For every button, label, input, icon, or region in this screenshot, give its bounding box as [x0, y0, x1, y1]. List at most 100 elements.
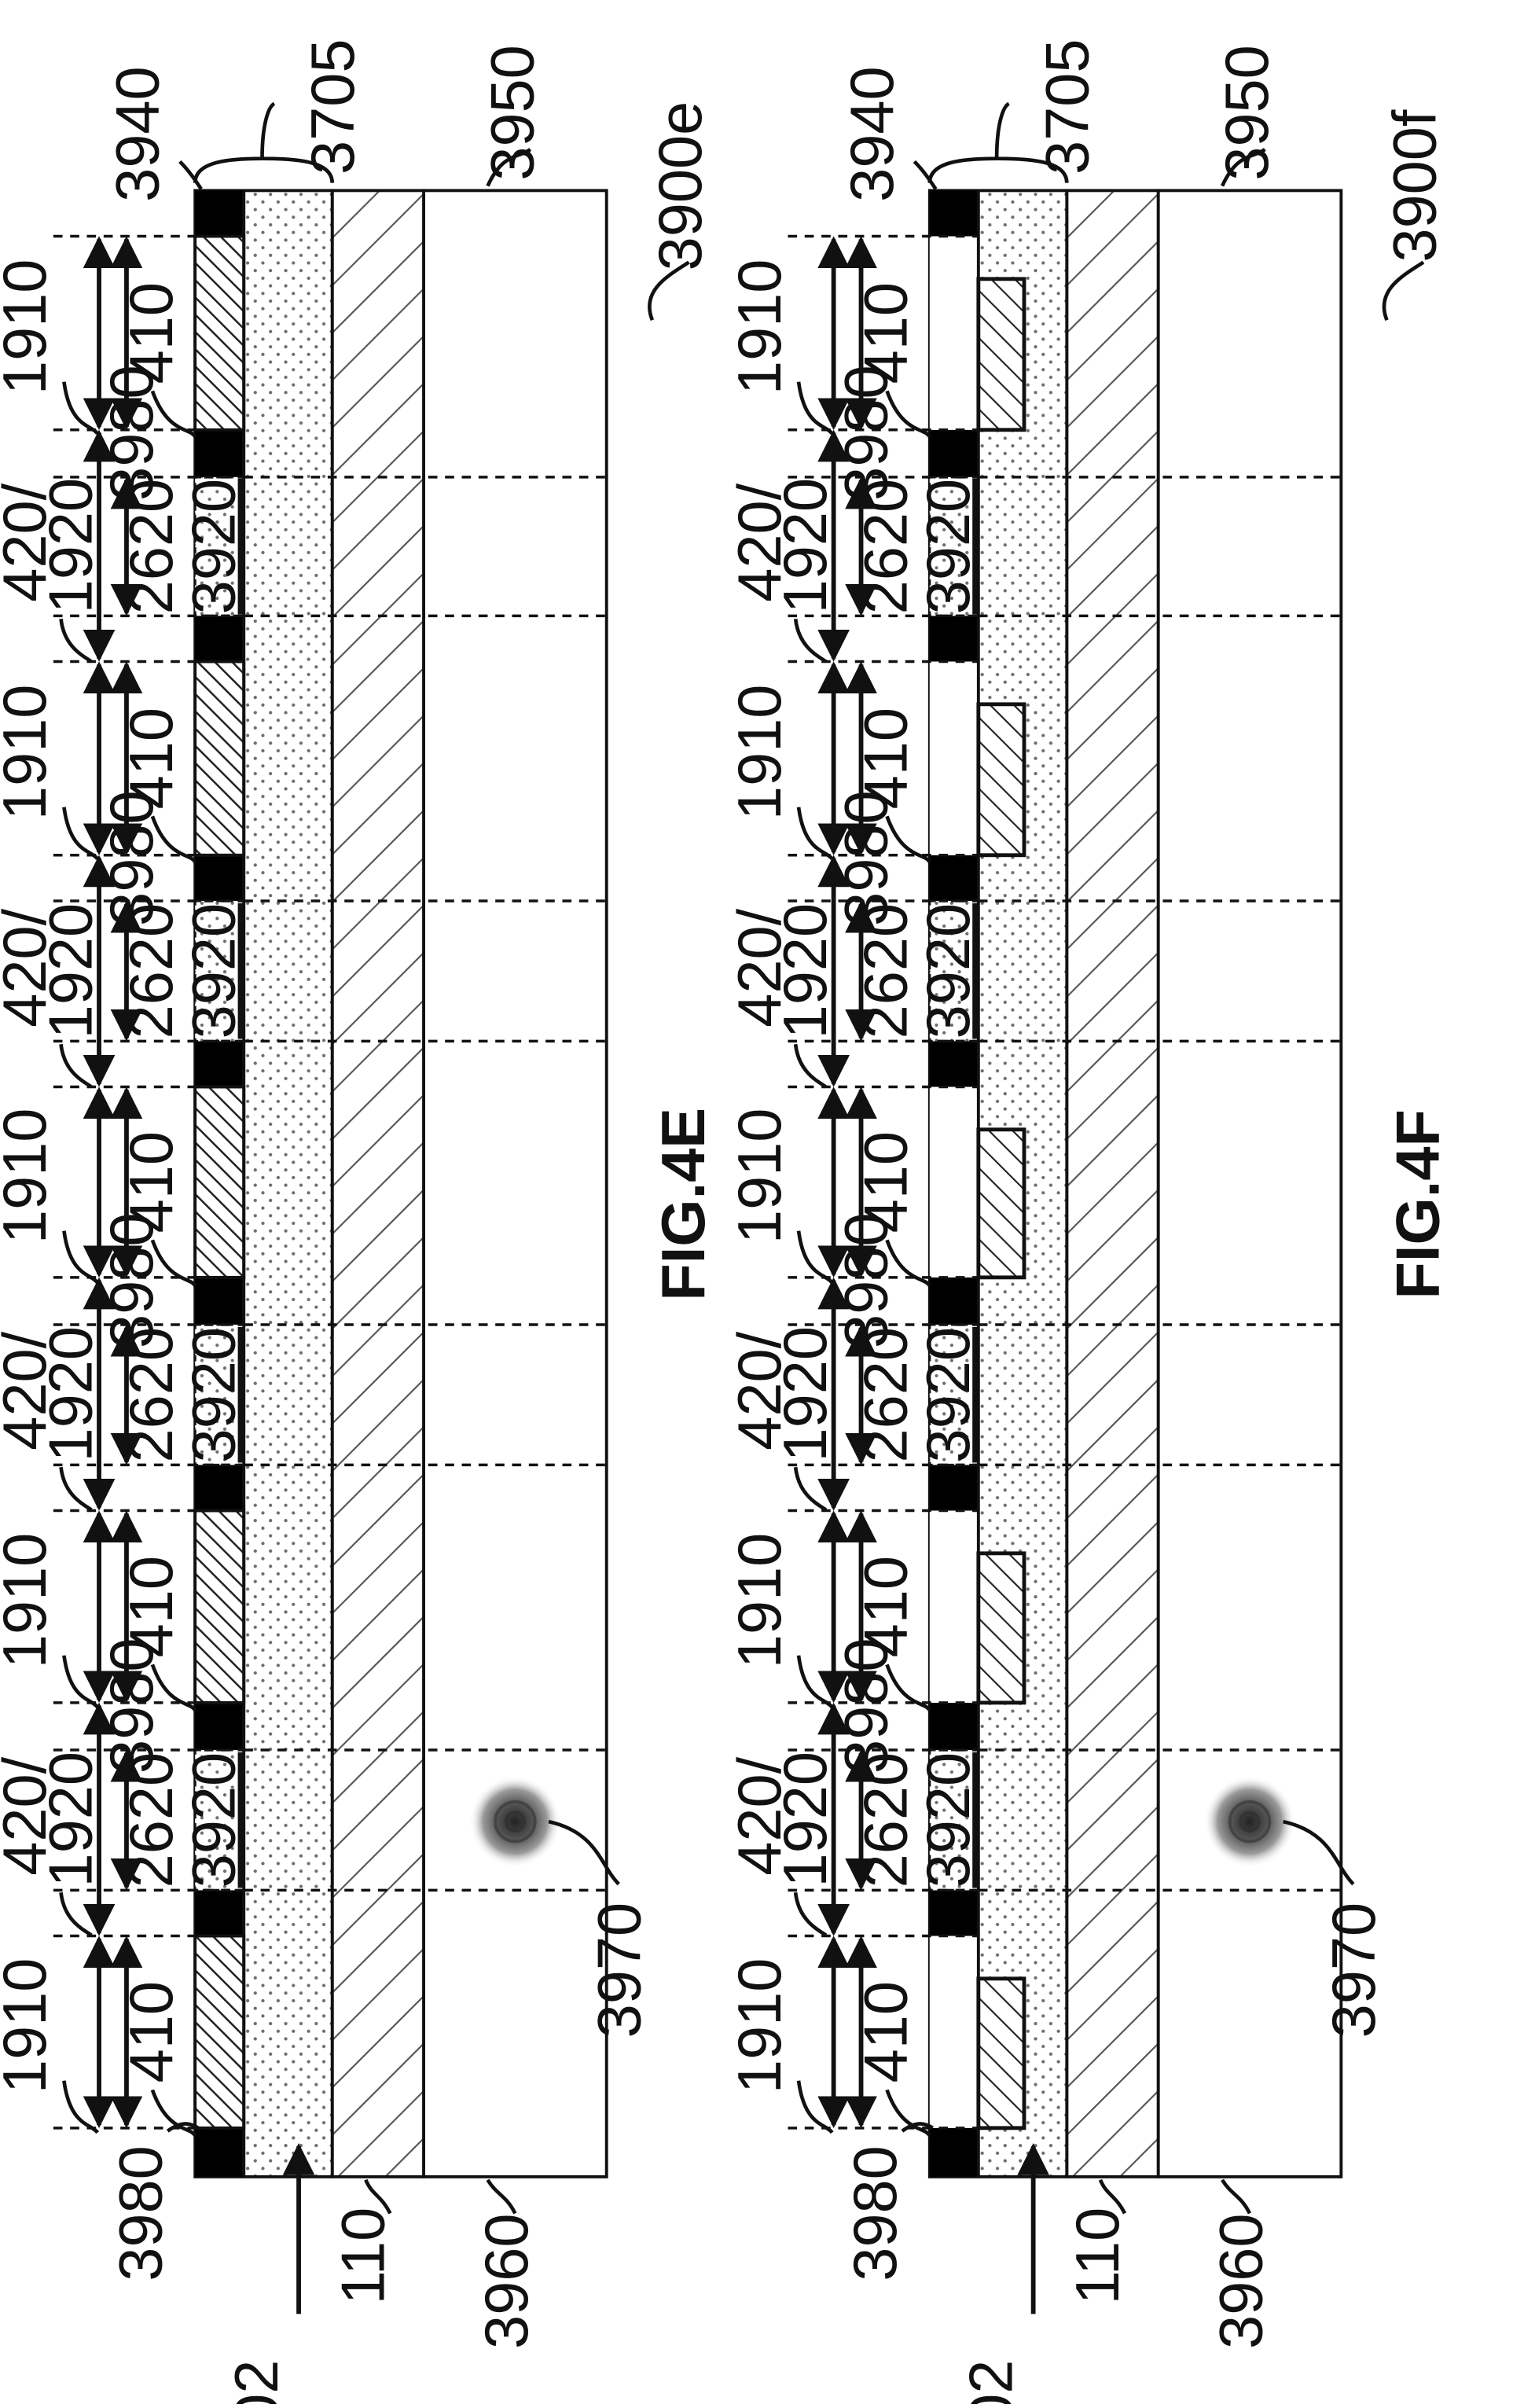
figure-4e: 3920 3920 3920 3920 1910 410 1910 410 1910 410 191… [0, 39, 718, 2408]
label-410: 410 [118, 708, 185, 809]
label-420: 420/ [0, 483, 59, 601]
label-1910: 1910 [726, 685, 794, 821]
label-410: 410 [853, 1981, 920, 2083]
label-3920: 3920 [915, 903, 982, 1039]
label-1910: 1910 [726, 259, 794, 395]
layer-110 [330, 189, 425, 2178]
label-3960: 3960 [473, 2213, 541, 2349]
black-block-3980 [929, 1890, 979, 1936]
label-420: 420/ [726, 1756, 794, 1875]
leader-420 [59, 1891, 93, 1937]
label-2620: 2620 [118, 903, 185, 1039]
label-2620: 2620 [118, 1752, 185, 1888]
leader-410 [150, 1239, 197, 1287]
leader-420 [793, 1891, 828, 1937]
leader-1910 [62, 1230, 100, 1285]
figure-4f: 3920 3920 3920 3920 1910 410 1910 410 1910 410 191… [726, 39, 1452, 2408]
label-3960: 3960 [1207, 2213, 1275, 2349]
black-block-3980 [195, 2127, 244, 2177]
substrate-layer [1156, 189, 1343, 2178]
leader-3980 [166, 2122, 200, 2133]
label-420: 420/ [726, 1331, 794, 1450]
black-block-3980 [929, 1702, 979, 1750]
region-3920 [193, 1748, 245, 1891]
pad-410 [193, 234, 246, 432]
label-3970: 3970 [1320, 1903, 1388, 2039]
leader-3970 [1283, 1819, 1355, 1886]
leader-ref [648, 260, 690, 322]
label-2620: 2620 [853, 903, 920, 1039]
label-1920: 1920 [772, 1326, 839, 1462]
black-block-3980 [929, 1465, 979, 1511]
region-3920 [928, 476, 980, 617]
label-3980: 3980 [98, 790, 166, 926]
label-1920: 1920 [37, 478, 105, 614]
label-3950: 3950 [1214, 45, 1281, 181]
label-410: 410 [118, 1981, 185, 2083]
particle-ring [1239, 1811, 1261, 1833]
label-3980: 3980 [832, 365, 900, 501]
label-3920: 3920 [181, 1752, 248, 1888]
leader-410 [150, 390, 197, 438]
black-block-3980 [195, 1277, 244, 1325]
label-2620: 2620 [853, 479, 920, 615]
leader-1910 [62, 381, 100, 436]
black-block-3980 [195, 1890, 244, 1936]
leader-3970 [548, 1819, 620, 1886]
label-1910: 1910 [0, 1108, 59, 1244]
label-3970: 3970 [586, 1903, 653, 2039]
gap-410 [929, 236, 979, 430]
layer-110 [1065, 189, 1160, 2178]
black-block-3980 [929, 1277, 979, 1325]
particle-ring [504, 1811, 526, 1833]
label-1910: 1910 [726, 1533, 794, 1669]
label-3980: 3980 [98, 365, 166, 501]
leader-1910 [62, 807, 100, 861]
black-block-3980 [929, 616, 979, 662]
gap-410 [929, 1086, 979, 1278]
label-ref-figure: 3900e [647, 101, 714, 271]
label-1910: 1910 [0, 685, 59, 821]
label-1910: 1910 [0, 1958, 59, 2094]
leader-1910 [62, 2080, 100, 2134]
gap-410 [929, 1936, 979, 2128]
black-block-3980 [195, 429, 244, 477]
region-3920 [928, 899, 980, 1042]
label-1920: 1920 [772, 1752, 839, 1888]
pad-410 [976, 1976, 1026, 2130]
label-1920: 1920 [772, 478, 839, 614]
leader-410 [885, 390, 931, 438]
label-1910: 1910 [0, 1533, 59, 1669]
leader-3940 [913, 160, 938, 190]
pad-410 [976, 702, 1026, 858]
label-ref-figure: 3900f [1382, 109, 1449, 263]
label-1920: 1920 [37, 1752, 105, 1888]
leader-410 [885, 1664, 931, 1711]
pad-410 [193, 1085, 246, 1279]
label-1910: 1910 [726, 1958, 794, 2094]
leader-ref [1382, 260, 1425, 322]
gap-410 [929, 1510, 979, 1703]
leader-420 [59, 618, 93, 664]
brace-3705 [193, 101, 335, 183]
leader-420 [793, 618, 828, 664]
leader-3980 [901, 2122, 934, 2133]
label-2620: 2620 [118, 1327, 185, 1463]
pad-410 [193, 1934, 246, 2130]
label-3980: 3980 [832, 1638, 900, 1774]
leader-1910 [796, 2080, 834, 2134]
label-110: 110 [330, 2208, 398, 2305]
label-3920: 3920 [915, 1327, 982, 1463]
leader-1910 [796, 1230, 834, 1285]
label-3980: 3980 [832, 1213, 900, 1349]
leader-410 [885, 815, 931, 863]
leader-3950 [1220, 148, 1266, 187]
black-block-3980 [929, 855, 979, 901]
label-3705: 3705 [299, 39, 367, 175]
label-3980-bottom: 3980 [108, 2145, 175, 2281]
label-1910: 1910 [0, 259, 59, 395]
black-block-3980 [929, 190, 979, 237]
label-3980: 3980 [98, 1638, 166, 1774]
label-420: 420/ [726, 483, 794, 601]
